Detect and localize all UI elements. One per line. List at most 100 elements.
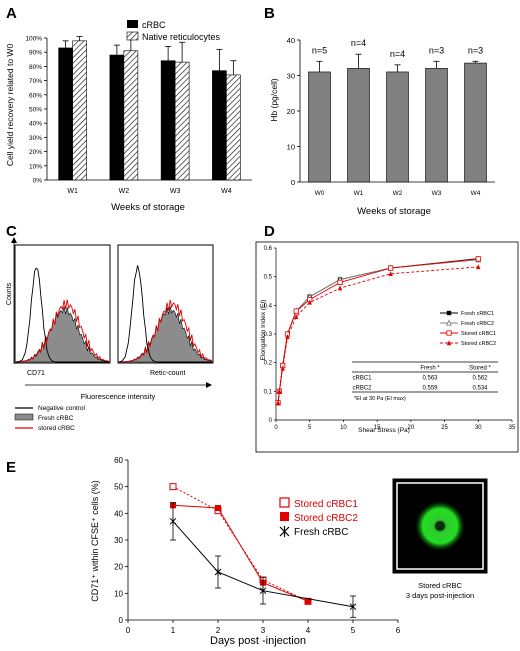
x-tick-label: W2 bbox=[119, 188, 130, 195]
y-tick-label: 70% bbox=[29, 78, 42, 85]
x-tick-label: 30 bbox=[475, 425, 482, 431]
legend-marker-2 bbox=[446, 330, 452, 336]
y-tick-label: 0.4 bbox=[264, 303, 273, 309]
y-tick-label: 0 bbox=[119, 616, 124, 625]
x-tick-label: W2 bbox=[393, 190, 403, 197]
y-tick-label: 30% bbox=[29, 135, 42, 142]
bar-hb bbox=[464, 62, 487, 183]
n-annotation: n=5 bbox=[312, 45, 327, 55]
series-marker-3 bbox=[275, 400, 281, 405]
panel-c-subplot-retic: Retic-count bbox=[150, 370, 185, 377]
y-tick-label: 60 bbox=[114, 456, 123, 465]
bar-hb bbox=[386, 71, 409, 183]
legend-label-stored1: Stored cRBC1 bbox=[294, 499, 358, 510]
y-tick-label: 0.1 bbox=[264, 389, 273, 395]
panel-b-xlabel: Weeks of storage bbox=[357, 206, 431, 217]
series-marker-2 bbox=[293, 308, 299, 314]
legend-label-native: Native reticulocytes bbox=[142, 32, 221, 42]
x-tick-label: 4 bbox=[306, 626, 311, 635]
panel-c-plot bbox=[15, 265, 213, 363]
panel-c: Counts CD71 Retic-count Fluorescence int… bbox=[6, 237, 214, 432]
y-tick-label: 40 bbox=[287, 36, 295, 45]
table-cell: 0.559 bbox=[422, 386, 438, 392]
x-tick-label: 6 bbox=[396, 626, 401, 635]
bar-hb bbox=[308, 71, 331, 183]
x-tick-label: 20 bbox=[408, 425, 415, 431]
y-tick-label: 80% bbox=[29, 64, 42, 71]
x-tick-label: 10 bbox=[340, 425, 347, 431]
cell-center bbox=[435, 521, 445, 531]
cd71-negative-line bbox=[15, 267, 109, 363]
x-tick-label: W4 bbox=[221, 188, 232, 195]
panel-e-plot: 0 10 20 30 40 50 60 0 1 2 3 4 5 6 bbox=[114, 456, 401, 635]
retic-negative-line bbox=[118, 265, 212, 363]
x-tick-label: W4 bbox=[471, 190, 481, 197]
panel-c-subplot-cd71: CD71 bbox=[27, 370, 45, 377]
series-marker-3 bbox=[285, 334, 290, 340]
bar-crbc bbox=[160, 60, 176, 181]
panel-b-ylabel: Hb (pg/cell) bbox=[269, 78, 279, 122]
bar-crbc bbox=[212, 70, 227, 181]
legend-marker-fresh bbox=[279, 526, 290, 537]
series-marker-0 bbox=[169, 483, 177, 491]
panel-e: CD71⁺ within CFSE⁺ cells (%) Days post -… bbox=[90, 456, 488, 647]
legend-marker-stored2 bbox=[280, 512, 289, 521]
x-tick-label: 25 bbox=[441, 425, 448, 431]
legend-marker-0 bbox=[446, 310, 452, 316]
cd71-stored-line bbox=[15, 299, 110, 363]
panel-d-plot: 0 0.1 0.2 0.3 0.4 0.5 0.6 0 5 10 15 20 25 30 35 Fresh c… bbox=[264, 246, 516, 431]
series-line-1 bbox=[172, 504, 309, 602]
n-annotation: n=4 bbox=[351, 38, 366, 48]
series-marker-3 bbox=[476, 264, 481, 270]
legend-marker-3 bbox=[446, 340, 452, 346]
bar-native bbox=[174, 61, 190, 181]
legend-swatch-native bbox=[126, 31, 139, 41]
y-tick-label: 10 bbox=[114, 589, 123, 598]
legend-swatch-fresh bbox=[14, 413, 34, 421]
series-marker-3 bbox=[388, 271, 393, 276]
bar-hb bbox=[347, 68, 370, 183]
panel-d-ylabel: Elongation Index (EI) bbox=[260, 300, 267, 361]
series-marker-1 bbox=[215, 505, 221, 511]
series-marker-2 bbox=[349, 602, 357, 611]
y-tick-label: 0 bbox=[291, 178, 295, 187]
y-tick-label: 60% bbox=[29, 92, 42, 99]
histogram-frame-cd71 bbox=[14, 244, 111, 364]
series-line-2 bbox=[172, 520, 354, 608]
legend-label-2: Stored cRBC1 bbox=[461, 331, 496, 337]
y-tick-label: 50 bbox=[114, 483, 123, 492]
y-tick-label: 100% bbox=[25, 36, 42, 43]
panel-b: Hb (pg/cell) Weeks of storage 0 10 20 30 40 n… bbox=[269, 36, 495, 217]
legend-marker-stored1 bbox=[279, 497, 290, 508]
x-tick-label: 15 bbox=[374, 425, 381, 431]
legend-label-0: Fresh cRBC1 bbox=[461, 311, 494, 317]
n-annotation: n=4 bbox=[390, 49, 405, 59]
x-tick-label: 5 bbox=[308, 425, 312, 431]
panel-e-ylabel: CD71⁺ within CFSE⁺ cells (%) bbox=[90, 480, 100, 602]
series-marker-2 bbox=[259, 586, 267, 595]
panel-c-ylabel: Counts bbox=[6, 282, 13, 305]
table-header: Fresh * bbox=[420, 366, 440, 372]
series-marker-3 bbox=[337, 285, 343, 291]
legend-label-stored2: Stored cRBC2 bbox=[294, 513, 358, 524]
inset-caption-line1: Stored cRBC bbox=[418, 581, 462, 590]
x-tick-label: 0 bbox=[126, 626, 131, 635]
y-tick-label: 10 bbox=[287, 143, 295, 152]
table-footnote: *EI at 30 Pa (EI max) bbox=[354, 396, 406, 402]
table-cell: 0.562 bbox=[472, 376, 488, 382]
series-marker-2 bbox=[214, 568, 222, 576]
series-marker-3 bbox=[277, 388, 282, 394]
retic-fresh-area bbox=[118, 306, 213, 363]
bar-crbc bbox=[109, 54, 125, 181]
series-marker-2 bbox=[337, 279, 343, 286]
y-tick-label: 90% bbox=[29, 50, 42, 57]
legend-swatch-crbc bbox=[127, 20, 138, 28]
series-marker-2 bbox=[169, 517, 177, 526]
n-annotation: n=3 bbox=[468, 45, 483, 55]
panel-a-ylabel: Cell yield recovery related to W0 bbox=[5, 44, 15, 167]
x-tick-label: 1 bbox=[171, 626, 176, 635]
x-tick-label: W3 bbox=[170, 188, 181, 195]
legend-marker-1 bbox=[446, 319, 452, 326]
table-cell: cRBC2 bbox=[352, 386, 372, 392]
